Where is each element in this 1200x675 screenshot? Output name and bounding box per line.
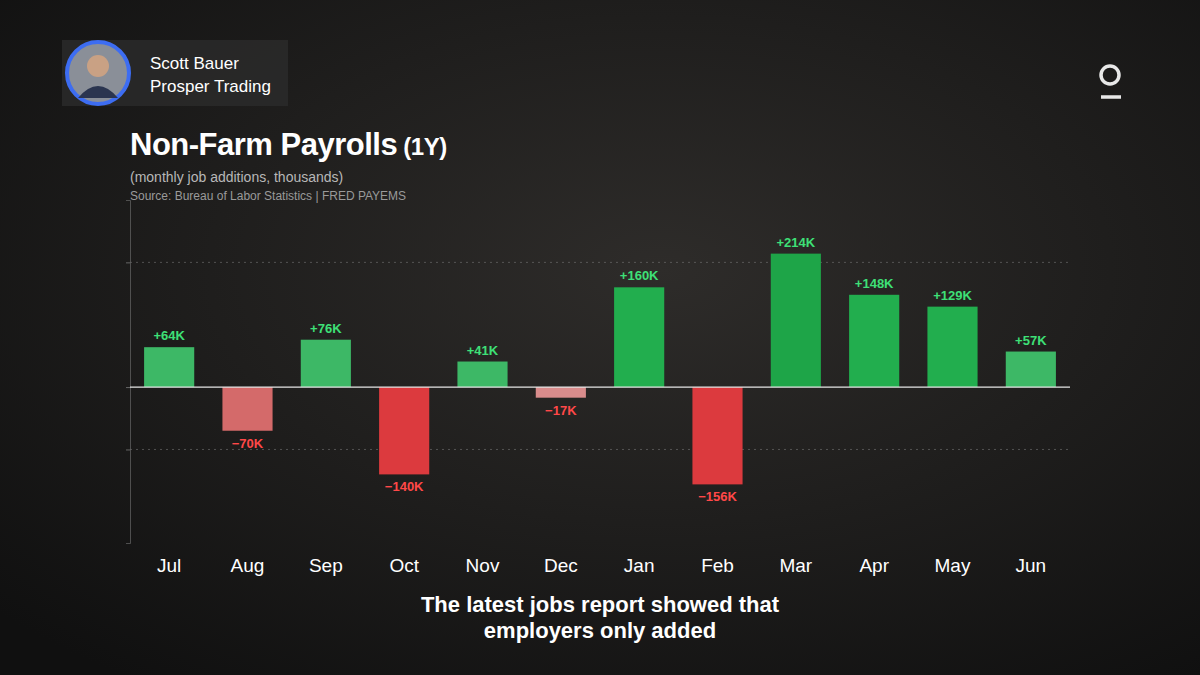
x-tick: Feb [701, 543, 734, 576]
logo-ring [1101, 66, 1119, 84]
y-axis-line [126, 201, 131, 544]
title: Non-Farm Payrolls (1Y) [130, 127, 447, 162]
x-tick: Nov [466, 543, 500, 576]
x-tick-label: May [935, 555, 971, 576]
avatar-body [78, 86, 118, 98]
data-label: −70K [232, 436, 264, 451]
x-tick: May [935, 543, 971, 576]
x-tick: Jun [1016, 543, 1047, 576]
data-label: −17K [545, 403, 577, 418]
bar [144, 347, 194, 387]
y-tick-mark [126, 262, 130, 263]
x-tick-label: Jun [1016, 555, 1047, 576]
bar [692, 387, 742, 484]
badge-bg [62, 40, 288, 106]
bar [927, 307, 977, 387]
x-tick-label: Mar [779, 555, 812, 576]
x-tick: Dec [544, 543, 578, 576]
data-labels: +64K −70K +76K −140K +41K −17K +160K −156K +214K… [153, 235, 1047, 505]
x-axis: Jul Aug Sep Oct Nov Dec Jan Feb Mar Apr May Jun [157, 543, 1046, 576]
x-tick-label: Nov [466, 555, 500, 576]
x-tick-label: Jul [157, 555, 181, 576]
bar [1006, 352, 1056, 388]
bar [457, 362, 507, 388]
bar [849, 295, 899, 387]
x-tick: Aug [231, 543, 265, 576]
y-axis [126, 201, 131, 544]
speaker-affiliation: Prosper Trading [150, 77, 271, 96]
data-label: +64K [153, 328, 185, 343]
zero-line [130, 386, 1070, 387]
data-label: −156K [698, 489, 737, 504]
x-tick-label: Apr [859, 555, 889, 576]
bar [301, 340, 351, 387]
background [0, 0, 1200, 675]
grid [130, 262, 1070, 449]
x-tick: Jan [624, 543, 655, 576]
y-tick-mark [126, 387, 130, 388]
bar [771, 254, 821, 387]
data-label: +76K [310, 321, 342, 336]
speaker-name: Scott Bauer [150, 54, 239, 73]
bar [614, 287, 664, 387]
x-tick-label: Oct [389, 555, 419, 576]
x-tick: Oct [389, 543, 419, 576]
data-label: −140K [385, 479, 424, 494]
bars [144, 254, 1056, 485]
y-tick [126, 387, 130, 388]
canvas: Scott Bauer Prosper Trading Non-Farm Payro… [0, 0, 1200, 675]
speaker-badge: Scott Bauer Prosper Trading [62, 40, 288, 106]
subtitle: (monthly job additions, thousands) [130, 169, 343, 185]
bar [222, 387, 272, 431]
grid-line [130, 262, 1070, 263]
y-tick-mark [126, 449, 130, 450]
y-tick [126, 449, 130, 450]
y-tick [126, 262, 130, 263]
x-tick-label: Jan [624, 555, 655, 576]
x-tick: Sep [309, 543, 343, 576]
bar [536, 387, 586, 398]
x-tick-label: Aug [231, 555, 265, 576]
x-tick-label: Feb [701, 555, 734, 576]
grid-line [130, 449, 1070, 450]
logo-bar [1101, 95, 1121, 99]
x-tick-label: Sep [309, 555, 343, 576]
caption: The latest jobs report showed thatemploy… [421, 592, 780, 643]
x-tick: Apr [859, 543, 889, 576]
data-label: +160K [620, 268, 659, 283]
x-tick-label: Dec [544, 555, 578, 576]
data-label: +148K [855, 276, 894, 291]
avatar-head [87, 55, 109, 77]
data-label: +214K [776, 235, 815, 250]
data-label: +129K [933, 288, 972, 303]
data-label: +57K [1015, 333, 1047, 348]
x-tick: Jul [157, 543, 181, 576]
x-tick: Mar [779, 543, 812, 576]
bar [379, 387, 429, 474]
logo [1101, 66, 1121, 97]
data-label: +41K [467, 343, 499, 358]
avatar [67, 42, 129, 104]
source: Source: Bureau of Labor Statistics | FRE… [130, 189, 406, 203]
